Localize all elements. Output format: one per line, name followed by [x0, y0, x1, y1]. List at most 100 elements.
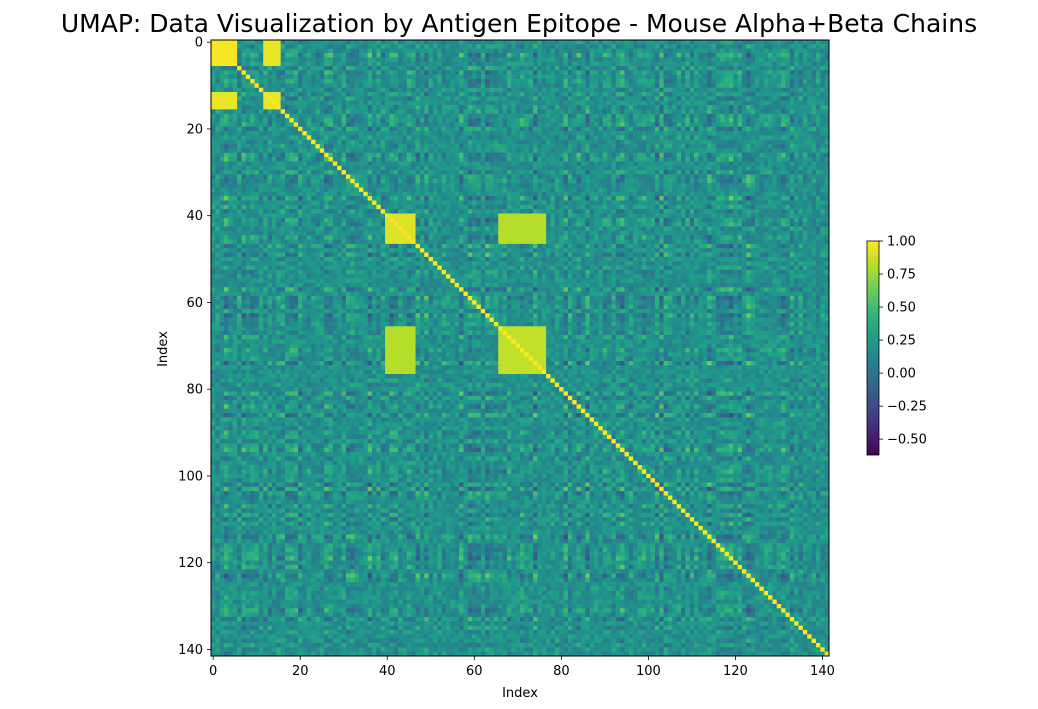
heatmap-cell	[406, 74, 412, 80]
heatmap-cell	[293, 109, 299, 115]
heatmap-cell	[733, 157, 738, 162]
heatmap-cell	[776, 83, 782, 89]
heatmap-cell	[306, 183, 312, 188]
heatmap-cell	[794, 152, 799, 158]
heatmap-cell	[450, 135, 456, 141]
heatmap-cell	[528, 161, 534, 167]
heatmap-cell	[363, 135, 369, 141]
heatmap-cell	[241, 109, 247, 115]
heatmap-cell	[702, 118, 708, 123]
heatmap-cell	[698, 118, 704, 123]
heatmap-cell	[350, 83, 355, 89]
heatmap-cell	[485, 87, 490, 93]
heatmap-cell	[724, 79, 730, 84]
heatmap-cell	[385, 96, 390, 102]
heatmap-cell	[694, 135, 699, 141]
heatmap-cell	[341, 109, 347, 115]
heatmap-cell	[737, 79, 743, 84]
heatmap-cell	[520, 178, 525, 184]
heatmap-cell	[554, 40, 560, 45]
heatmap-cell	[676, 109, 682, 115]
heatmap-cell	[528, 79, 534, 84]
heatmap-cell	[245, 148, 251, 154]
heatmap-cell	[815, 92, 821, 97]
heatmap-cell	[681, 170, 686, 175]
heatmap-cell	[324, 96, 329, 102]
heatmap-cell	[724, 92, 730, 97]
heatmap-cell	[663, 79, 669, 84]
heatmap-cell	[398, 61, 403, 67]
heatmap-cell	[593, 161, 599, 167]
heatmap-cell	[528, 178, 534, 184]
heatmap-cell	[219, 79, 225, 84]
heatmap-cell	[681, 87, 686, 93]
heatmap-cell	[328, 87, 334, 93]
heatmap-cell	[807, 165, 812, 171]
heatmap-cell	[537, 152, 543, 158]
heatmap-cell	[237, 61, 242, 67]
heatmap-cell	[533, 174, 538, 180]
heatmap-cell	[646, 118, 651, 123]
heatmap-cell	[506, 152, 512, 158]
heatmap-cell	[415, 53, 421, 58]
heatmap-cell	[406, 96, 412, 102]
heatmap-cell	[424, 187, 429, 193]
heatmap-cell	[755, 161, 760, 167]
heatmap-cell	[385, 178, 390, 184]
heatmap-cell	[493, 113, 499, 119]
heatmap-cell	[593, 152, 599, 158]
heatmap-cell	[724, 100, 730, 106]
heatmap-cell	[694, 96, 699, 102]
heatmap-cell	[520, 61, 525, 67]
heatmap-cell	[341, 105, 347, 110]
heatmap-cell	[337, 92, 342, 97]
heatmap-cell	[467, 135, 473, 141]
heatmap-cell	[755, 100, 760, 106]
heatmap-cell	[646, 105, 651, 110]
heatmap-cell	[807, 57, 812, 63]
heatmap-cell	[824, 40, 830, 45]
heatmap-cell	[520, 122, 525, 128]
heatmap-cell	[441, 174, 447, 180]
heatmap-cell	[711, 174, 717, 180]
heatmap-cell	[224, 48, 229, 54]
heatmap-cell	[498, 139, 503, 145]
heatmap-cell	[676, 178, 682, 184]
heatmap-cell	[559, 165, 564, 171]
heatmap-cell	[267, 161, 273, 167]
heatmap-cell	[289, 174, 295, 180]
heatmap-cell	[741, 66, 747, 71]
heatmap-cell	[611, 174, 617, 180]
heatmap-cell	[406, 178, 412, 184]
heatmap-cell	[341, 161, 347, 167]
heatmap-cell	[515, 122, 521, 128]
heatmap-cell	[232, 148, 238, 154]
heatmap-cell	[302, 53, 308, 58]
heatmap-cell	[728, 66, 734, 71]
heatmap-cell	[624, 70, 630, 76]
heatmap-cell	[624, 96, 630, 102]
heatmap-cell	[459, 66, 464, 71]
heatmap-cell	[228, 126, 234, 132]
heatmap-cell	[676, 100, 682, 106]
heatmap-cell	[341, 165, 347, 171]
heatmap-cell	[393, 40, 399, 45]
heatmap-cell	[628, 79, 634, 84]
heatmap-cell	[802, 183, 808, 188]
heatmap-cell	[698, 74, 704, 80]
heatmap-cell	[419, 113, 425, 119]
heatmap-cell	[607, 148, 612, 154]
heatmap-cell	[428, 83, 434, 89]
heatmap-cell	[284, 48, 290, 54]
heatmap-cell	[211, 96, 216, 102]
heatmap-cell	[489, 126, 495, 132]
heatmap-cell	[211, 57, 216, 63]
heatmap-cell	[411, 105, 416, 110]
heatmap-cell	[385, 135, 390, 141]
heatmap-cell	[450, 187, 456, 193]
heatmap-cell	[506, 70, 512, 76]
heatmap-cell	[385, 152, 390, 158]
heatmap-cell	[633, 61, 638, 67]
heatmap-cell	[354, 183, 360, 188]
heatmap-cell	[768, 183, 773, 188]
